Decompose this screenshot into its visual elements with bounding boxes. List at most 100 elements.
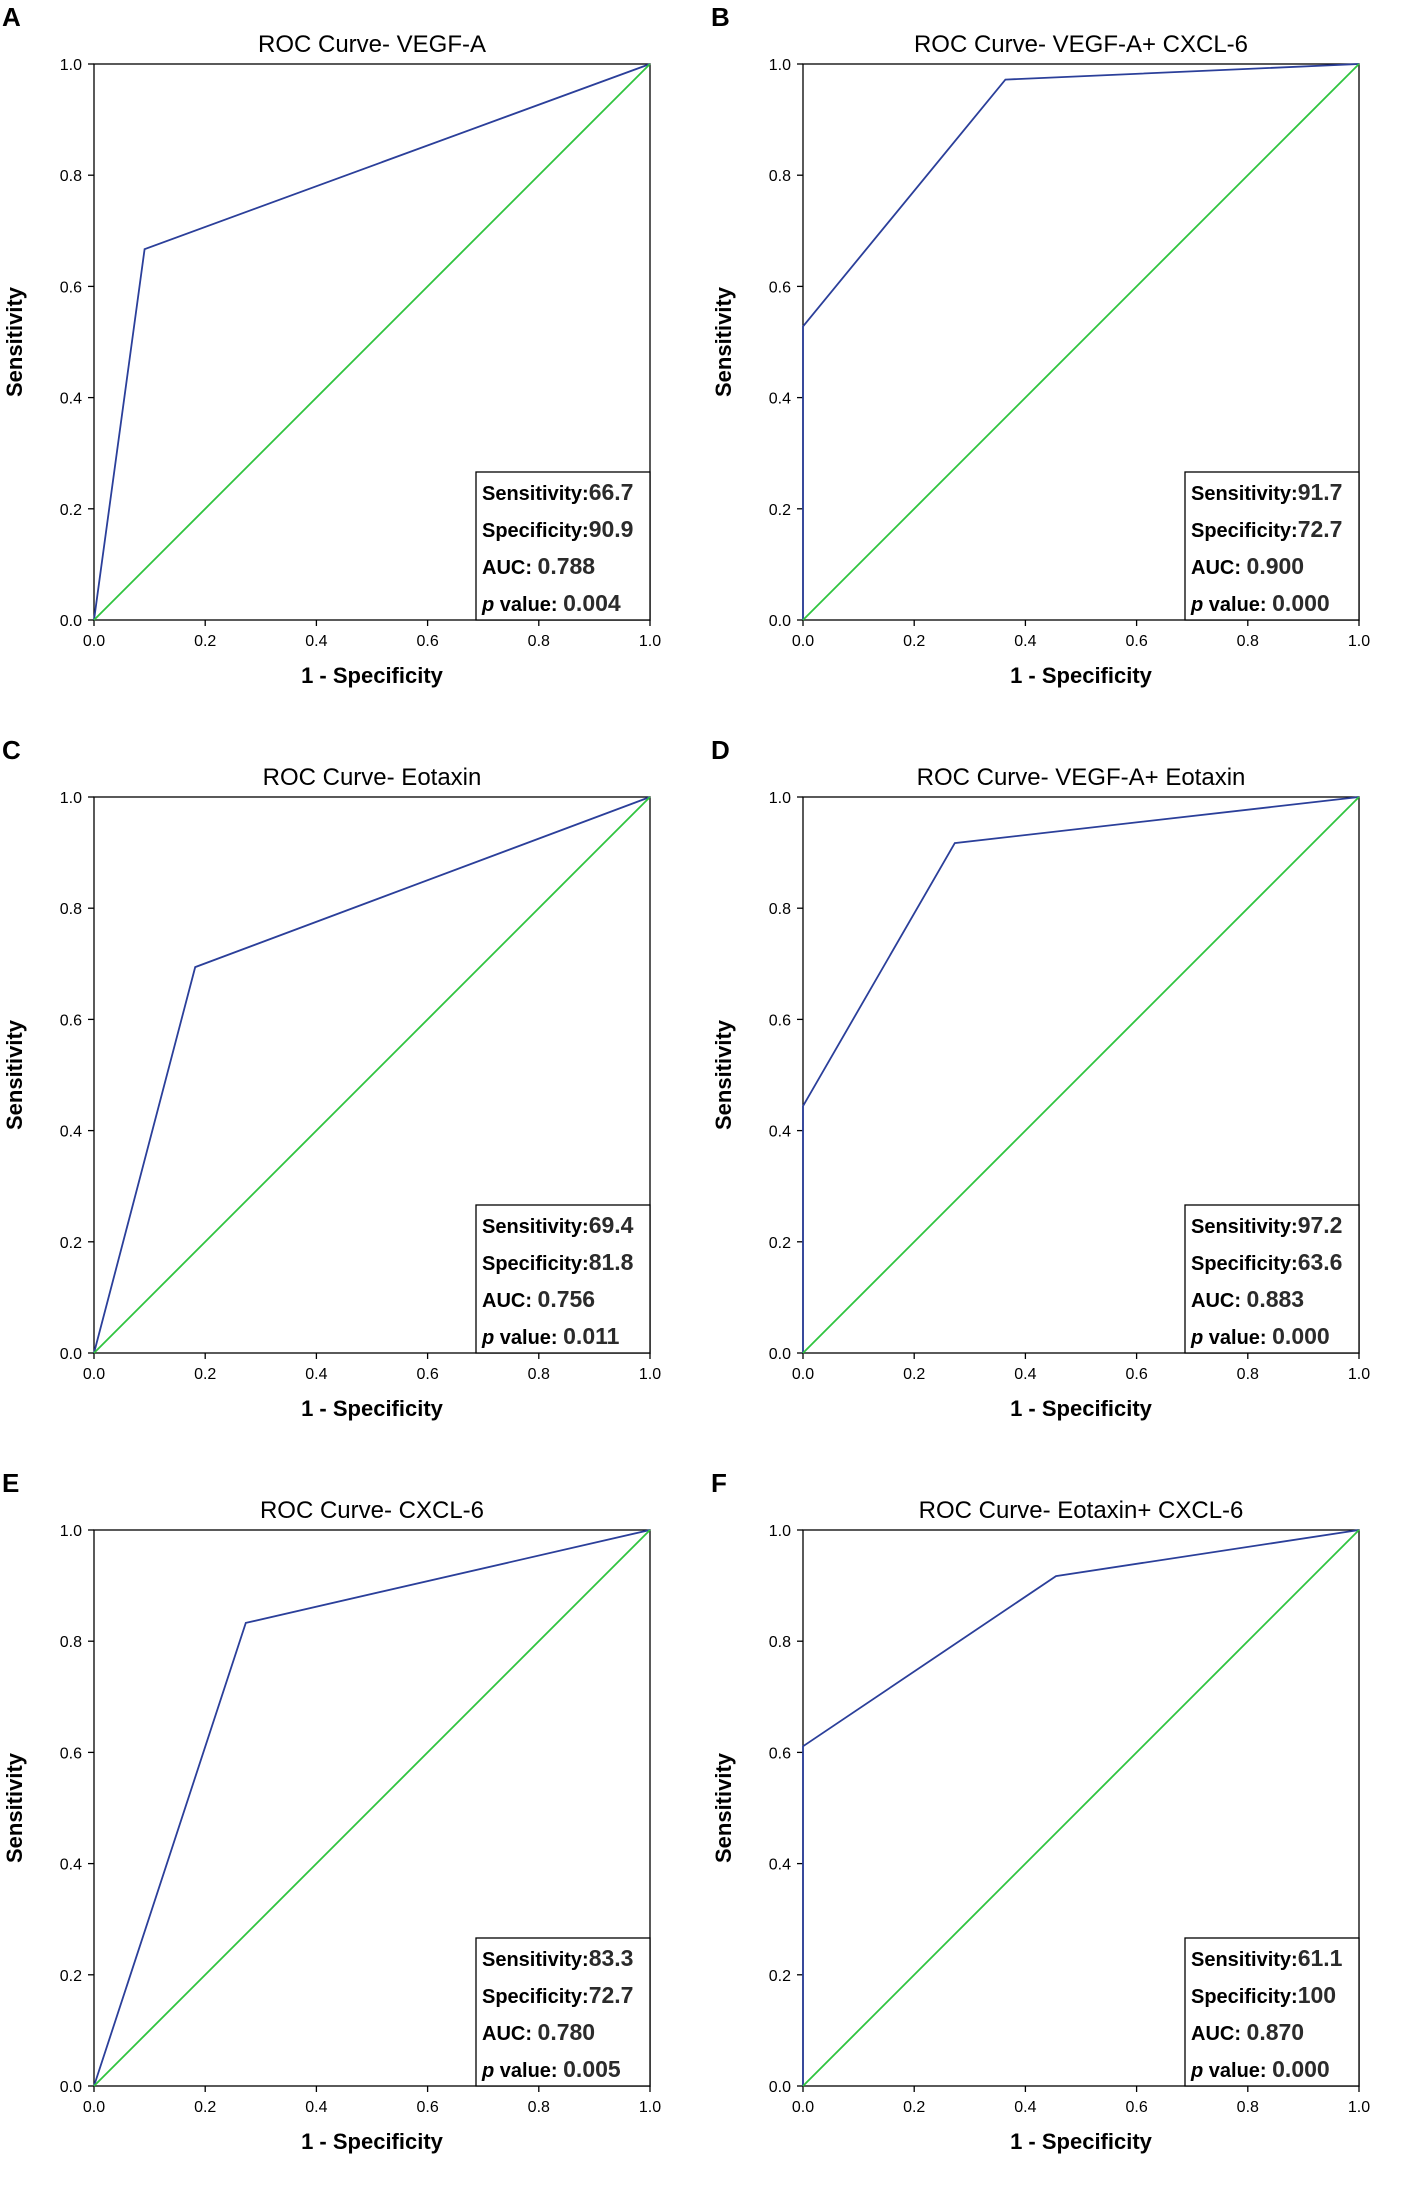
panel-letter: B xyxy=(711,2,730,32)
specificity-value: 100 xyxy=(1298,1982,1336,2008)
x-tick-label: 0.8 xyxy=(528,1366,550,1383)
stats-auc: AUC: 0.883 xyxy=(1191,1286,1304,1312)
stats-p-value: p value: 0.005 xyxy=(481,2056,621,2082)
stats-sensitivity: Sensitivity:97.2 xyxy=(1191,1212,1342,1238)
y-tick-label: 0.0 xyxy=(769,613,791,630)
stats-specificity: Specificity:90.9 xyxy=(482,516,633,542)
y-tick-label: 0.6 xyxy=(60,279,82,296)
x-tick-label: 0.2 xyxy=(903,1366,925,1383)
roc-curve xyxy=(802,1529,1360,2086)
x-tick-label: 1.0 xyxy=(1348,2099,1370,2116)
sensitivity-value: 61.1 xyxy=(1298,1945,1343,1971)
y-tick-label: 0.4 xyxy=(769,391,791,408)
x-tick-label: 0.6 xyxy=(416,633,438,650)
stats-box xyxy=(1184,1204,1360,1354)
reference-line xyxy=(93,796,651,1354)
x-tick-label: 0.4 xyxy=(1014,1366,1036,1383)
x-tick-label: 0.0 xyxy=(83,633,105,650)
y-tick-label: 0.0 xyxy=(60,613,82,630)
x-tick-label: 0.0 xyxy=(792,2099,814,2116)
sensitivity-value: 69.4 xyxy=(589,1212,634,1238)
y-axis-label: Sensitivity xyxy=(711,286,736,397)
p-label: value: xyxy=(1203,1327,1272,1349)
sensitivity-label: Sensitivity: xyxy=(482,483,589,505)
specificity-label: Specificity: xyxy=(482,1986,589,2008)
p-italic-label: p xyxy=(1190,1327,1203,1349)
y-tick-label: 0.8 xyxy=(769,168,791,185)
reference-line xyxy=(802,63,1360,621)
roc-panel-e: E ROC Curve- CXCL-6 0.0 0.0 0.2 0.2 0.4 0.4 0.6 0… xyxy=(0,1466,709,2199)
auc-label: AUC: xyxy=(1191,557,1247,579)
auc-value: 0.756 xyxy=(538,1286,596,1312)
sensitivity-value: 97.2 xyxy=(1298,1212,1343,1238)
reference-line xyxy=(93,1529,651,2087)
specificity-label: Specificity: xyxy=(1191,1986,1298,2008)
chart-title: ROC Curve- VEGF-A+ CXCL-6 xyxy=(914,31,1248,58)
x-tick-label: 0.4 xyxy=(1014,2099,1036,2116)
p-label: value: xyxy=(1203,594,1272,616)
stats-specificity: Specificity:72.7 xyxy=(1191,516,1342,542)
roc-curve xyxy=(802,63,1360,620)
x-tick-label: 1.0 xyxy=(639,2099,661,2116)
reference-line xyxy=(93,63,651,621)
stats-specificity: Specificity:100 xyxy=(1191,1982,1336,2008)
roc-chart-c: C ROC Curve- Eotaxin 0.00.0 0.2 0.2 0.4 0.4 0.6… xyxy=(2,735,661,1421)
y-tick-label: 0.0 xyxy=(769,2079,791,2096)
x-tick-label: 0.2 xyxy=(194,633,216,650)
p-value-value: 0.000 xyxy=(1272,2056,1330,2082)
y-axis-label: Sensitivity xyxy=(711,1752,736,1863)
y-axis-label: Sensitivity xyxy=(2,1752,27,1863)
specificity-value: 63.6 xyxy=(1298,1249,1343,1275)
y-tick-label: 0.4 xyxy=(60,1124,82,1141)
stats-box xyxy=(475,1204,651,1354)
stats-p-value: p value: 0.004 xyxy=(481,590,621,616)
y-tick-label: 0.4 xyxy=(769,1124,791,1141)
stats-specificity: Specificity:81.8 xyxy=(482,1249,634,1275)
p-value-value: 0.004 xyxy=(563,590,621,616)
auc-label: AUC: xyxy=(482,2023,538,2045)
x-axis-label: 1 - Specificity xyxy=(1010,2129,1153,2154)
sensitivity-value: 83.3 xyxy=(589,1945,634,1971)
y-tick-label: 0.8 xyxy=(60,1634,82,1651)
auc-value: 0.883 xyxy=(1247,1286,1305,1312)
x-axis-label: 1 - Specificity xyxy=(301,663,444,688)
chart-title: ROC Curve- VEGF-A+ Eotaxin xyxy=(917,764,1246,791)
chart-title: ROC Curve- CXCL-6 xyxy=(260,1497,484,1524)
y-tick-label: 0.2 xyxy=(60,1235,82,1252)
panel-letter: E xyxy=(2,1468,19,1498)
roc-panel-d: D ROC Curve- VEGF-A+ Eotaxin 0.0 0.0 0.2 0.2 0… xyxy=(709,733,1418,1466)
stats-specificity: Specificity:63.6 xyxy=(1191,1249,1342,1275)
specificity-label: Specificity: xyxy=(1191,1253,1298,1275)
roc-curve xyxy=(93,1529,651,2087)
sensitivity-label: Sensitivity: xyxy=(482,1949,589,1971)
roc-curve xyxy=(93,796,651,1354)
specificity-value: 72.7 xyxy=(589,1982,634,2008)
auc-value: 0.788 xyxy=(538,553,596,579)
sensitivity-value: 91.7 xyxy=(1298,479,1343,505)
x-tick-label: 0.2 xyxy=(903,633,925,650)
x-tick-label: 0.0 xyxy=(792,1366,814,1383)
panel-letter: C xyxy=(2,735,21,765)
roc-chart-b: B ROC Curve- VEGF-A+ CXCL-6 0.00.0 0.2 0.2 0.… xyxy=(711,2,1370,688)
stats-specificity: Specificity:72.7 xyxy=(482,1982,633,2008)
roc-chart-a: A ROC Curve- VEGF-A 0.00.0 0.2 0.2 0.4 0.4 0.6 0… xyxy=(2,2,661,688)
x-tick-label: 1.0 xyxy=(1348,633,1370,650)
specificity-value: 72.7 xyxy=(1298,516,1343,542)
auc-label: AUC: xyxy=(482,557,538,579)
auc-value: 0.900 xyxy=(1247,553,1305,579)
x-tick-label: 0.8 xyxy=(528,633,550,650)
reference-line xyxy=(802,1529,1360,2087)
stats-p-value: p value: 0.011 xyxy=(481,1323,620,1349)
stats-p-value: p value: 0.000 xyxy=(1190,2056,1330,2082)
y-tick-label: 0.2 xyxy=(769,1235,791,1252)
stats-p-value: p value: 0.000 xyxy=(1190,1323,1330,1349)
p-label: value: xyxy=(1203,2060,1272,2082)
reference-line xyxy=(802,796,1360,1354)
y-tick-label: 0.2 xyxy=(60,1968,82,1985)
stats-box xyxy=(475,471,651,621)
y-tick-label: 0.2 xyxy=(769,502,791,519)
auc-value: 0.780 xyxy=(538,2019,596,2045)
roc-curve xyxy=(802,796,1360,1353)
x-axis-label: 1 - Specificity xyxy=(1010,1396,1153,1421)
stats-box xyxy=(1184,1937,1360,2087)
